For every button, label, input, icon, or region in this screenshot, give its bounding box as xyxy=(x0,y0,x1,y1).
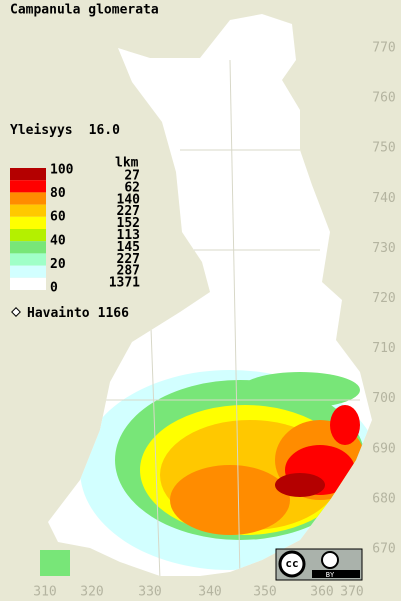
license-badge: cc BY xyxy=(275,548,363,581)
x-axis-label: 370 xyxy=(340,585,363,600)
observations: Havainto 1166 xyxy=(11,306,129,321)
legend-count: 62 xyxy=(124,180,140,195)
legend-swatch xyxy=(10,277,46,290)
legend-swatch xyxy=(10,168,46,181)
y-axis-label: 730 xyxy=(372,241,395,256)
frequency: Yleisyys 16.0 xyxy=(10,123,120,138)
legend-swatch xyxy=(10,229,46,242)
x-axis-label: 310 xyxy=(33,585,56,600)
scale-label: 20 xyxy=(50,257,66,272)
title: Campanula glomerata xyxy=(10,3,159,18)
x-axis-label: 330 xyxy=(138,585,161,600)
legend-count: 1371 xyxy=(109,276,140,291)
scale-label: 40 xyxy=(50,233,66,248)
observation-count: 1166 xyxy=(98,306,129,321)
legend-swatch xyxy=(10,216,46,229)
by-text: BY xyxy=(326,571,335,579)
y-axis-label: 670 xyxy=(372,542,395,557)
y-axis-label: 700 xyxy=(372,391,395,406)
y-axis-label: 720 xyxy=(372,291,395,306)
legend-count: 145 xyxy=(117,240,140,255)
legend-swatch xyxy=(10,204,46,217)
x-axis-label: 350 xyxy=(253,585,276,600)
legend-swatch xyxy=(10,265,46,278)
island xyxy=(40,550,70,576)
legend-count: 140 xyxy=(117,192,141,207)
legend-swatch xyxy=(10,192,46,205)
legend-count: 227 xyxy=(117,204,140,219)
frequency-value: 16.0 xyxy=(89,123,120,138)
legend-count: 27 xyxy=(124,169,140,184)
x-axis-label: 340 xyxy=(198,585,221,600)
observation-symbol xyxy=(11,307,21,317)
scale-label: 0 xyxy=(50,281,58,296)
legend-count: 227 xyxy=(117,252,140,267)
scale-label: 100 xyxy=(50,163,74,178)
y-axis-label: 740 xyxy=(372,191,395,206)
x-axis-label: 320 xyxy=(80,585,103,600)
legend-count: 287 xyxy=(117,264,140,279)
legend-swatch xyxy=(10,180,46,193)
observation-label: Havainto xyxy=(27,306,90,321)
observation-text: Havainto 1166 xyxy=(27,306,129,321)
y-axis-label: 690 xyxy=(372,441,395,456)
y-axis-label: 760 xyxy=(372,91,395,106)
scale-label: 80 xyxy=(50,186,66,201)
x-axis-label: 360 xyxy=(310,585,333,600)
y-axis-label: 680 xyxy=(372,491,395,506)
y-axis-label: 770 xyxy=(372,41,395,56)
scale-label: 60 xyxy=(50,210,66,225)
y-axis-label: 750 xyxy=(372,141,395,156)
legend-swatch xyxy=(10,253,46,266)
legend-swatch xyxy=(10,241,46,254)
y-axis-label: 710 xyxy=(372,341,395,356)
legend-count: 113 xyxy=(117,228,140,243)
count-header: lkm xyxy=(115,156,139,171)
frequency-label: Yleisyys xyxy=(10,123,73,138)
legend-count: 152 xyxy=(117,216,140,231)
cc-text: cc xyxy=(285,557,298,570)
